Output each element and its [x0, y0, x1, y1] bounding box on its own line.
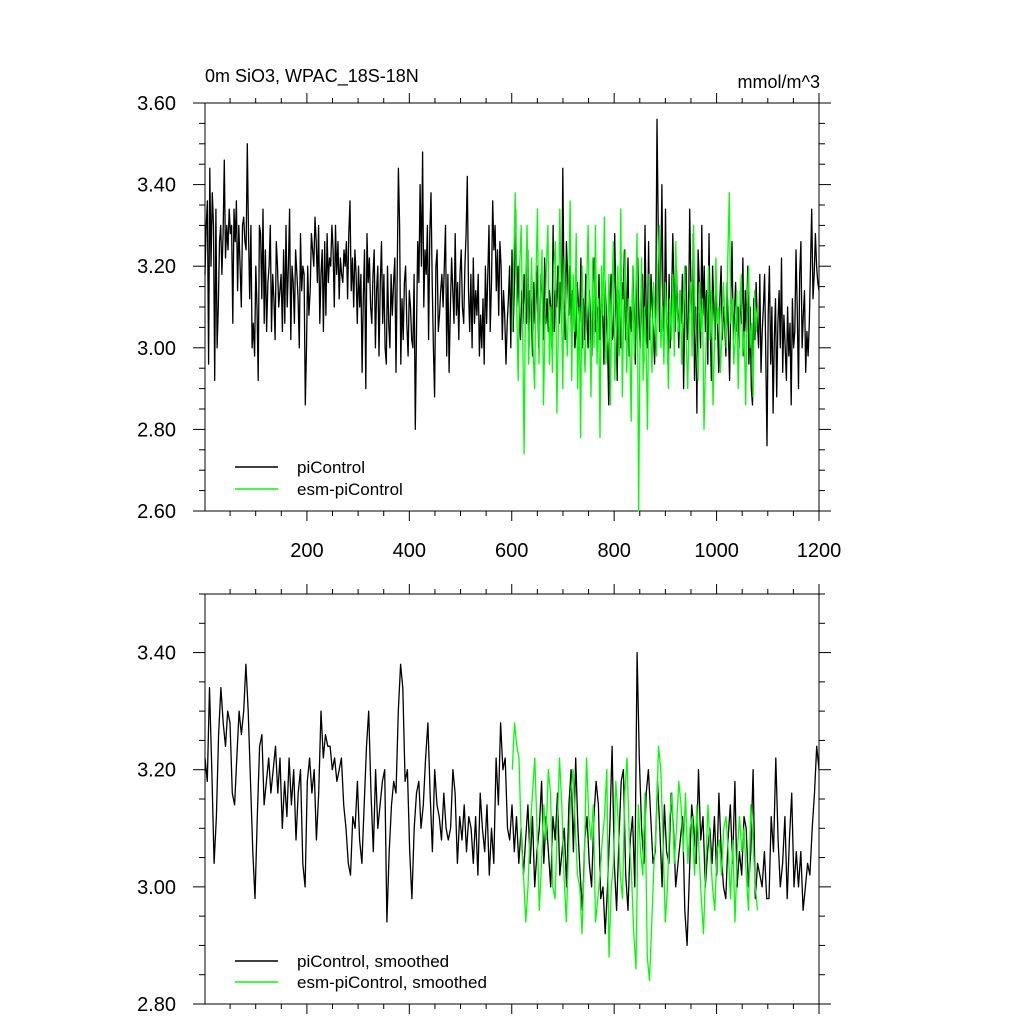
legend-label-picontrol: piControl — [297, 458, 365, 477]
top-x-tick-label: 400 — [393, 540, 426, 562]
top-x-tick-label: 800 — [597, 540, 630, 562]
chart-units-label: mmol/m^3 — [738, 72, 820, 92]
top-x-tick-label: 1000 — [694, 540, 739, 562]
bottom-y-tick-labels: 2.80 3.00 3.20 3.40 — [137, 643, 176, 1016]
top-y-tick-label: 3.20 — [137, 256, 176, 278]
chart-title-left: 0m SiO3, WPAC_18S-18N — [205, 66, 419, 87]
top-y-tick-label: 3.60 — [137, 93, 176, 115]
top-legend: piControl esm-piControl — [235, 458, 403, 499]
top-series-group — [204, 118, 820, 512]
top-y-tick-label: 3.40 — [137, 175, 176, 197]
legend-label-picontrol-smoothed: piControl, smoothed — [297, 952, 449, 971]
top-axis-ticks — [193, 93, 831, 521]
top-y-tick-label: 2.80 — [137, 419, 176, 441]
bottom-y-tick-label: 2.80 — [137, 994, 176, 1016]
bottom-series-line-esm-picontrol-smoothed — [511, 722, 759, 982]
bottom-legend: piControl, smoothed esm-piControl, smoot… — [235, 952, 487, 992]
top-x-tick-label: 200 — [290, 540, 323, 562]
bottom-series-line-picontrol-smoothed — [204, 651, 820, 947]
bottom-y-tick-label: 3.40 — [137, 643, 176, 665]
top-y-tick-labels: 2.60 2.80 3.00 3.20 3.40 3.60 — [137, 93, 176, 523]
top-x-tick-labels: 200 400 600 800 1000 1200 — [290, 540, 841, 562]
legend-label-esm-picontrol-smoothed: esm-piControl, smoothed — [297, 973, 487, 992]
top-series-line-esm-picontrol — [511, 192, 759, 512]
bottom-axis-ticks — [193, 584, 831, 1014]
bottom-panel: 2.80 3.00 3.20 3.40 piControl, smoothed esm… — [137, 584, 831, 1016]
bottom-y-tick-label: 3.20 — [137, 760, 176, 782]
top-panel: 0m SiO3, WPAC_18S-18N mmol/m^3 2.60 2.80 3… — [137, 66, 841, 562]
top-y-tick-label: 2.60 — [137, 501, 176, 523]
top-x-tick-label: 1200 — [797, 540, 842, 562]
bottom-plot-frame — [204, 593, 820, 1005]
bottom-series-group — [204, 651, 820, 982]
top-y-tick-label: 3.00 — [137, 338, 176, 360]
bottom-y-tick-label: 3.00 — [137, 877, 176, 899]
legend-label-esm-picontrol: esm-piControl — [297, 480, 403, 499]
top-x-tick-label: 600 — [495, 540, 528, 562]
